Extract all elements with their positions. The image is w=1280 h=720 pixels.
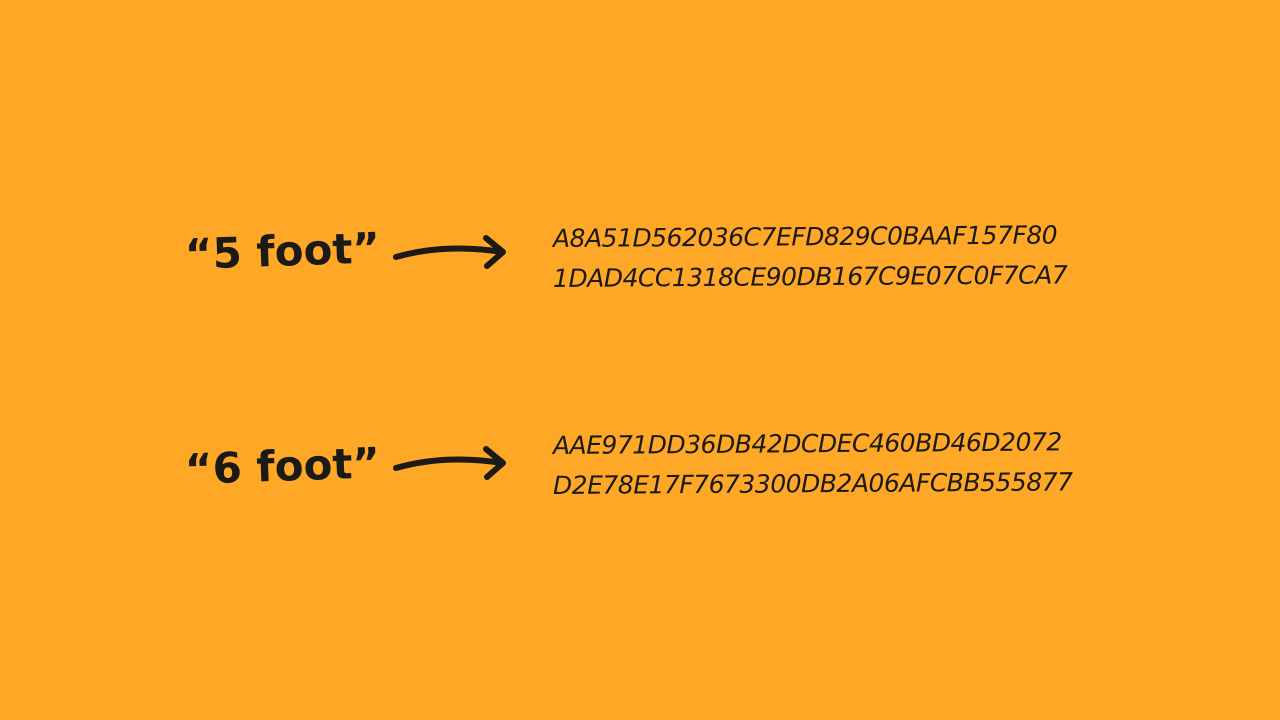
hash-output: AAE971DD36DB42DCDEC460BD46D2072 D2E78E17… (553, 426, 1113, 506)
hash-line: AAE971DD36DB42DCDEC460BD46D2072 (552, 427, 1062, 460)
hash-output: A8A51D562036C7EFD829C0BAAF157F80 1DAD4CC… (553, 219, 1113, 299)
hash-line: D2E78E17F7673300DB2A06AFCBB555877 (552, 467, 1073, 500)
right-arrow-icon (393, 446, 506, 480)
input-text: “6 foot” (184, 438, 381, 494)
input-text: “5 foot” (184, 223, 381, 279)
right-arrow-icon (393, 235, 506, 269)
hash-line: 1DAD4CC1318CE90DB167C9E07C0F7CA7 (552, 260, 1068, 293)
mapping-row: “5 foot” A8A51D562036C7EFD829C0BAAF157F8… (0, 195, 1280, 315)
mapping-row: “6 foot” AAE971DD36DB42DCDEC460BD46D2072… (0, 402, 1280, 522)
hash-line: A8A51D562036C7EFD829C0BAAF157F80 (552, 220, 1058, 253)
